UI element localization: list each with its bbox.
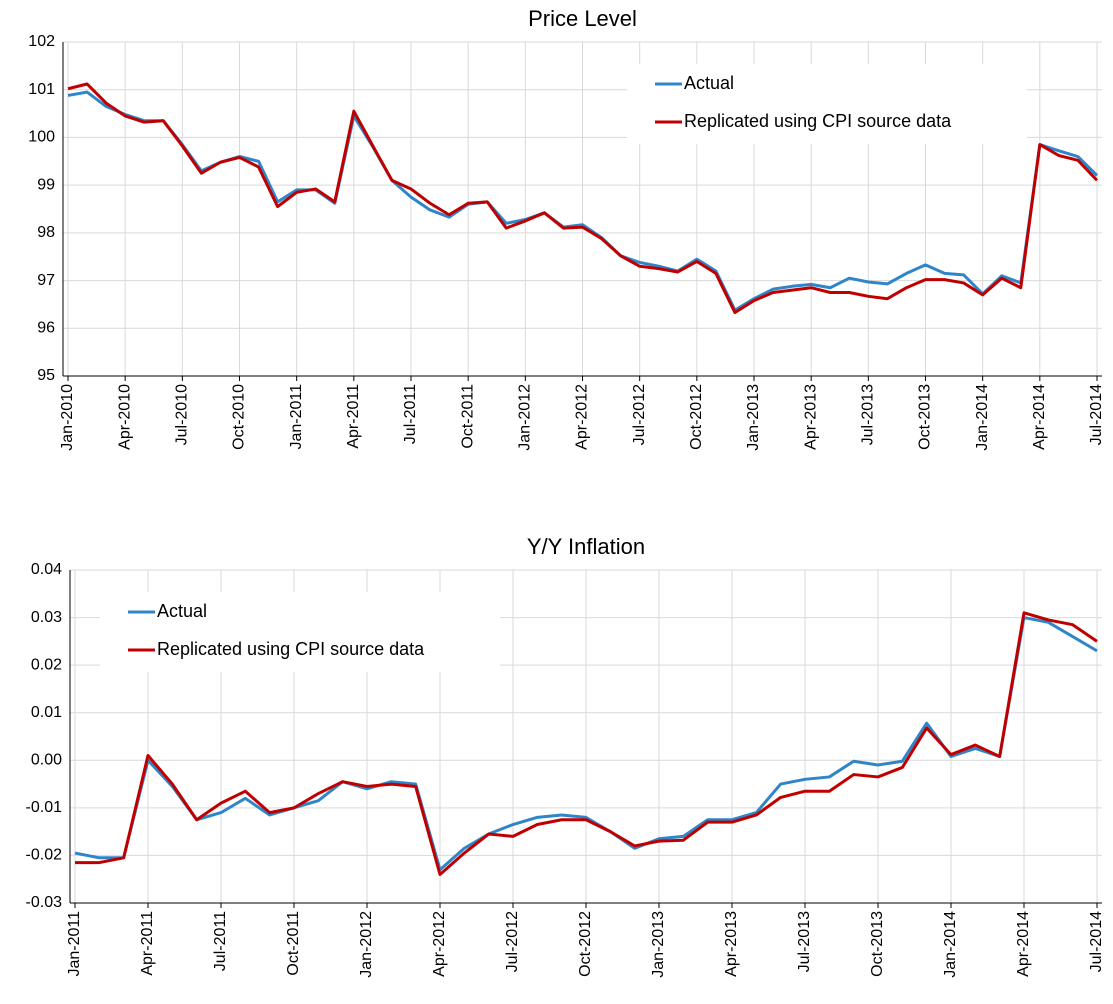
x-tick-label: Jul-2011 bbox=[212, 911, 229, 971]
y-tick-label: 97 bbox=[37, 272, 55, 289]
x-tick-label: Jan-2013 bbox=[745, 384, 762, 451]
y-tick-label: 98 bbox=[37, 224, 55, 241]
y-tick-label: 0.02 bbox=[31, 656, 62, 673]
x-tick-label: Oct-2013 bbox=[869, 911, 886, 977]
x-tick-label: Oct-2011 bbox=[285, 911, 302, 976]
x-tick-label: Jan-2011 bbox=[288, 384, 305, 450]
x-tick-label: Jul-2012 bbox=[504, 911, 521, 972]
y-tick-label: 102 bbox=[28, 33, 55, 50]
x-tick-label: Oct-2010 bbox=[231, 384, 248, 450]
x-tick-label: Jan-2013 bbox=[650, 911, 667, 978]
x-tick-label: Jul-2013 bbox=[860, 384, 877, 445]
x-tick-label: Jan-2011 bbox=[66, 911, 83, 977]
legend-label: Replicated using CPI source data bbox=[157, 639, 425, 659]
y-tick-label: 96 bbox=[37, 320, 55, 337]
y-tick-label: 100 bbox=[28, 129, 55, 146]
y-tick-label: 95 bbox=[37, 367, 55, 384]
series-line bbox=[74, 616, 1098, 872]
x-tick-label: Apr-2014 bbox=[1015, 911, 1032, 977]
y-tick-label: -0.01 bbox=[26, 799, 63, 816]
x-tick-label: Jul-2014 bbox=[1088, 911, 1105, 972]
x-tick-label: Oct-2013 bbox=[917, 384, 934, 450]
y-tick-label: -0.02 bbox=[26, 847, 63, 864]
x-tick-label: Jul-2012 bbox=[631, 384, 648, 445]
y-tick-label: 0.04 bbox=[31, 561, 62, 578]
x-tick-label: Jan-2012 bbox=[517, 384, 534, 451]
x-tick-label: Apr-2013 bbox=[723, 911, 740, 977]
x-tick-label: Apr-2011 bbox=[139, 911, 156, 976]
legend-box bbox=[100, 592, 500, 672]
x-tick-label: Apr-2012 bbox=[431, 911, 448, 977]
y-tick-label: 0.00 bbox=[31, 752, 62, 769]
x-tick-label: Jan-2014 bbox=[942, 911, 959, 978]
x-tick-label: Apr-2014 bbox=[1031, 384, 1048, 450]
x-tick-label: Oct-2012 bbox=[577, 911, 594, 977]
y-tick-label: -0.03 bbox=[26, 894, 63, 911]
y-tick-label: 101 bbox=[28, 81, 55, 98]
x-tick-label: Apr-2012 bbox=[574, 384, 591, 450]
x-tick-label: Apr-2011 bbox=[345, 384, 362, 449]
x-tick-label: Jan-2010 bbox=[59, 384, 76, 451]
series-line bbox=[67, 82, 1099, 315]
x-tick-label: Apr-2013 bbox=[802, 384, 819, 450]
y-tick-label: 99 bbox=[37, 176, 55, 193]
legend-box bbox=[627, 64, 1027, 144]
legend-label: Actual bbox=[684, 73, 734, 93]
x-tick-label: Jan-2014 bbox=[974, 384, 991, 451]
y-tick-label: 0.03 bbox=[31, 609, 62, 626]
x-tick-label: Oct-2012 bbox=[688, 384, 705, 450]
x-tick-label: Apr-2010 bbox=[116, 384, 133, 450]
chart-title: Price Level bbox=[528, 6, 637, 31]
x-tick-label: Jul-2013 bbox=[796, 911, 813, 972]
y-tick-label: 0.01 bbox=[31, 704, 62, 721]
x-tick-label: Oct-2011 bbox=[459, 384, 476, 449]
x-tick-label: Jul-2011 bbox=[402, 384, 419, 444]
legend-label: Actual bbox=[157, 601, 207, 621]
chart-title: Y/Y Inflation bbox=[527, 534, 645, 559]
series-line bbox=[75, 611, 1098, 876]
x-tick-label: Jul-2010 bbox=[174, 384, 191, 445]
x-tick-label: Jul-2014 bbox=[1088, 384, 1105, 445]
legend-label: Replicated using CPI source data bbox=[684, 111, 952, 131]
x-tick-label: Jan-2012 bbox=[358, 911, 375, 978]
